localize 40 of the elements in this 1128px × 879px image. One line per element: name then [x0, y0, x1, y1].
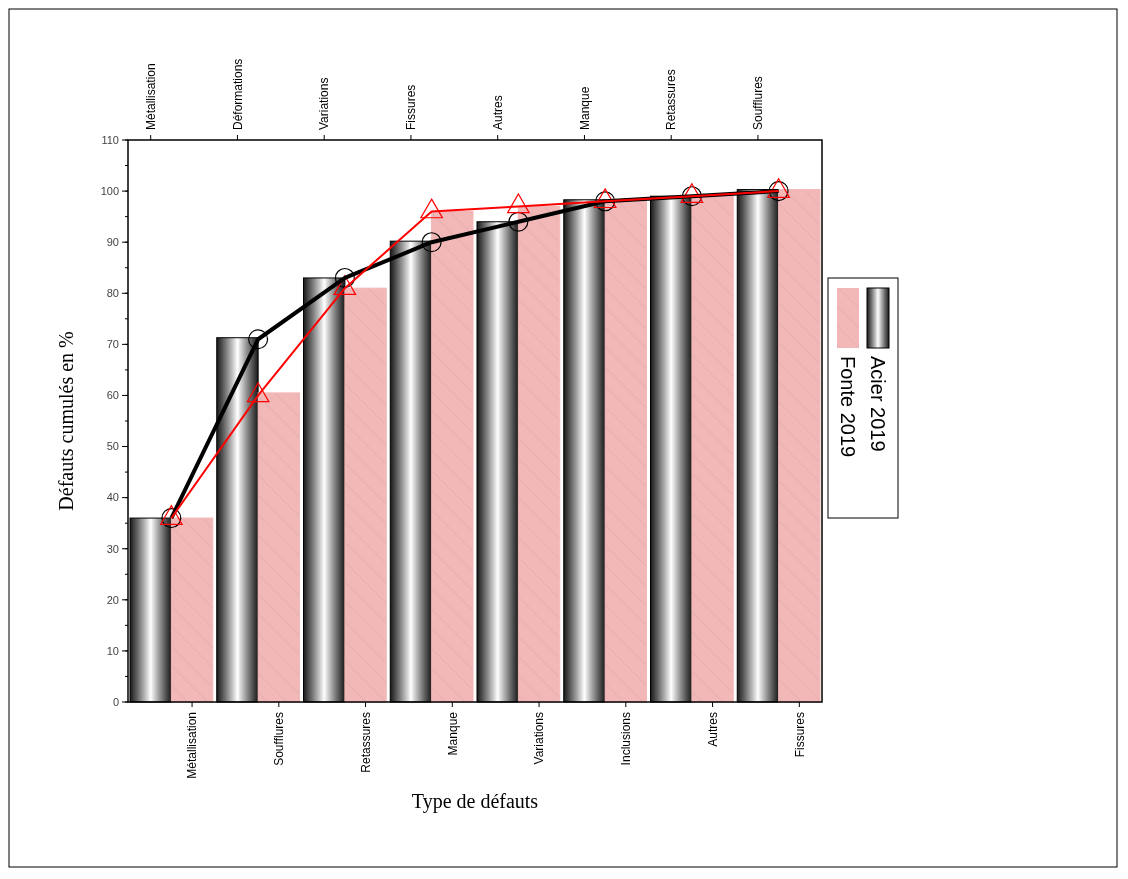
x-tick-label: Fissures: [792, 712, 807, 758]
bar: [604, 200, 647, 703]
text: Manque: [577, 86, 592, 130]
y-tick-label: 60: [106, 389, 119, 402]
bar: [431, 211, 474, 703]
x-tick-label: Retassures: [358, 712, 373, 773]
y-tick-label: 30: [106, 542, 119, 555]
y-tick-label: 110: [101, 133, 119, 146]
y-tick-label: 10: [106, 644, 119, 657]
text: Métallisation: [143, 63, 158, 130]
text: Déformations: [230, 58, 245, 130]
x-tick-label: Soufflures: [272, 712, 287, 766]
x-tick-label: Inclusions: [619, 712, 634, 766]
y-axis-title: Défauts cumulés en %: [55, 331, 77, 511]
y-tick-label: 40: [106, 491, 119, 504]
y-tick-label: 90: [106, 236, 119, 249]
x-tick-label: Autres: [705, 712, 720, 747]
y-tick-label: 50: [106, 440, 119, 453]
x-axis-title: Type de défauts: [411, 790, 539, 813]
x-tick-label: Variations: [532, 712, 547, 765]
text: Retassures: [664, 69, 679, 130]
bar: [170, 517, 214, 703]
y-tick-label: 20: [106, 593, 119, 606]
text: Soufflures: [751, 76, 766, 130]
y-tick-label: 80: [106, 287, 119, 300]
text: Acier 2019: [867, 356, 889, 452]
text: Autres: [490, 95, 505, 130]
y-tick-label: 70: [106, 338, 119, 351]
bar: [344, 287, 387, 703]
bar: [257, 392, 300, 703]
text: Fissures: [404, 84, 419, 130]
bar: [778, 189, 821, 703]
bar: [691, 195, 734, 703]
x-tick-label: Métallisation: [185, 712, 200, 779]
text: Variations: [317, 77, 332, 130]
bar: [517, 205, 561, 703]
text: Fonte 2019: [837, 356, 859, 458]
y-tick-label: 100: [100, 184, 119, 197]
y-tick-label: 0: [112, 695, 119, 708]
x-tick-label: Manque: [445, 711, 460, 756]
